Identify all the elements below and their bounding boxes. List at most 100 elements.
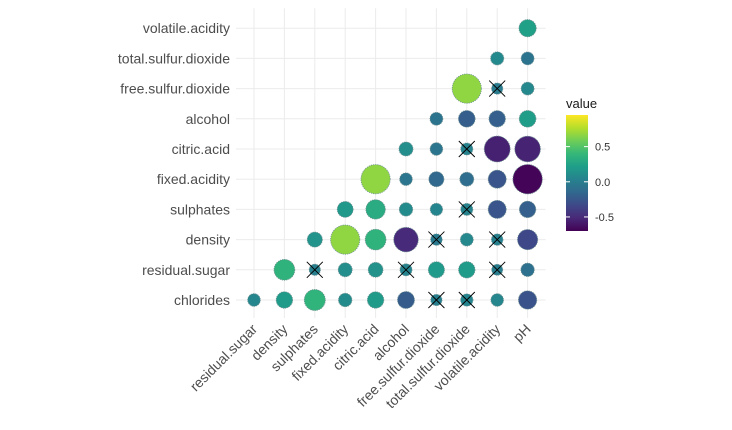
correlation-cell [518,19,537,38]
correlation-cell [458,201,476,218]
y-axis-labels: chlorides residual.sugar density sulphates f… [118,20,230,308]
correlation-cell [520,81,535,96]
correlation-cell [517,229,539,251]
correlation-cell [488,110,506,128]
correlation-circle [398,141,414,157]
insignificance-cross [488,231,506,248]
correlation-cell [520,51,535,66]
legend-colorbar [566,115,588,231]
y-tick-label: free.sulfur.dioxide [120,81,230,97]
correlation-circle [429,111,444,126]
correlation-circle [518,19,537,38]
correlation-cell [459,171,475,187]
correlation-circle [517,229,539,251]
correlation-cell [397,291,415,309]
correlation-cell [398,202,414,217]
correlation-circle [337,262,353,278]
correlation-circle [428,171,445,188]
x-tick-label: pH [510,321,534,345]
correlation-cell [429,111,444,126]
correlation-cell [306,231,323,248]
correlation-cell [488,80,506,97]
correlation-circle [429,142,444,156]
correlation-circle [458,110,476,128]
correlation-circle [398,202,414,217]
correlation-circle [451,73,482,104]
correlation-circle [520,262,535,277]
correlation-cell [458,261,476,279]
correlation-circle [338,292,353,308]
correlation-cell [398,141,414,157]
insignificance-cross [397,261,415,279]
correlation-cell [428,231,445,248]
correlation-cell [397,261,415,279]
correlation-circle [273,259,296,281]
insignificance-cross [458,201,476,218]
y-tick-label: chlorides [174,292,230,308]
legend-ticks: 0.5 0.0 -0.5 [566,142,614,224]
correlation-cell [429,142,444,156]
correlation-cell [306,261,324,279]
correlation-circle [365,199,386,220]
correlation-circle [247,293,261,307]
correlation-cell [247,293,261,307]
correlation-cell [488,261,506,279]
correlation-circle [483,135,511,163]
insignificance-cross [306,261,324,279]
correlation-circle [518,110,537,128]
correlation-circle [514,135,541,163]
correlation-cell [490,51,505,66]
correlation-circle [393,226,419,253]
correlation-cells [247,19,543,311]
insignificance-cross [458,140,476,158]
correlation-circle [427,261,445,279]
legend-tick-label: -0.5 [595,212,614,224]
correlation-circle [336,201,354,218]
correlation-cell [518,290,538,310]
y-tick-label: residual.sugar [142,262,230,278]
correlation-cell [512,164,543,195]
correlation-cell [518,110,537,128]
correlation-circle [518,290,538,310]
correlation-circle [490,293,504,307]
correlation-cell [458,291,476,309]
correlation-cell [487,199,507,219]
correlation-cell [338,292,353,308]
correlation-cell [364,228,387,251]
correlation-cell [490,293,504,307]
correlation-cell [459,232,474,247]
y-tick-label: fixed.acidity [157,171,230,187]
correlation-cell [488,231,506,248]
correlation-cell [275,291,294,309]
correlation-cell [366,291,385,309]
correlation-circle [490,51,505,66]
correlation-cell [458,140,476,158]
y-tick-label: density [186,232,230,248]
correlation-cell [428,291,445,309]
correlation-circle [520,81,535,96]
insignificance-cross [488,261,506,279]
correlation-cell [458,110,476,128]
correlation-circle [520,51,535,66]
x-axis-labels: residual.sugardensitysulphatesfixed.acid… [187,321,534,412]
correlation-cell [365,199,386,220]
correlation-circle [367,261,384,278]
insignificance-cross [428,231,445,248]
correlation-circle [303,289,326,311]
insignificance-cross [458,291,476,309]
y-tick-label: volatile.acidity [143,20,230,36]
correlation-circle [518,200,537,219]
y-tick-label: citric.acid [172,141,230,157]
insignificance-cross [428,291,445,309]
correlation-cell [330,224,361,255]
correlation-cell [520,262,535,277]
legend-title: value [566,96,597,111]
correlation-cell [427,261,445,279]
correlation-cell [514,135,541,163]
correlation-cell [487,169,507,189]
correlation-circle [364,228,387,251]
correlation-circle [459,171,475,187]
correlation-cell [303,289,326,311]
correlation-circle [366,291,385,309]
